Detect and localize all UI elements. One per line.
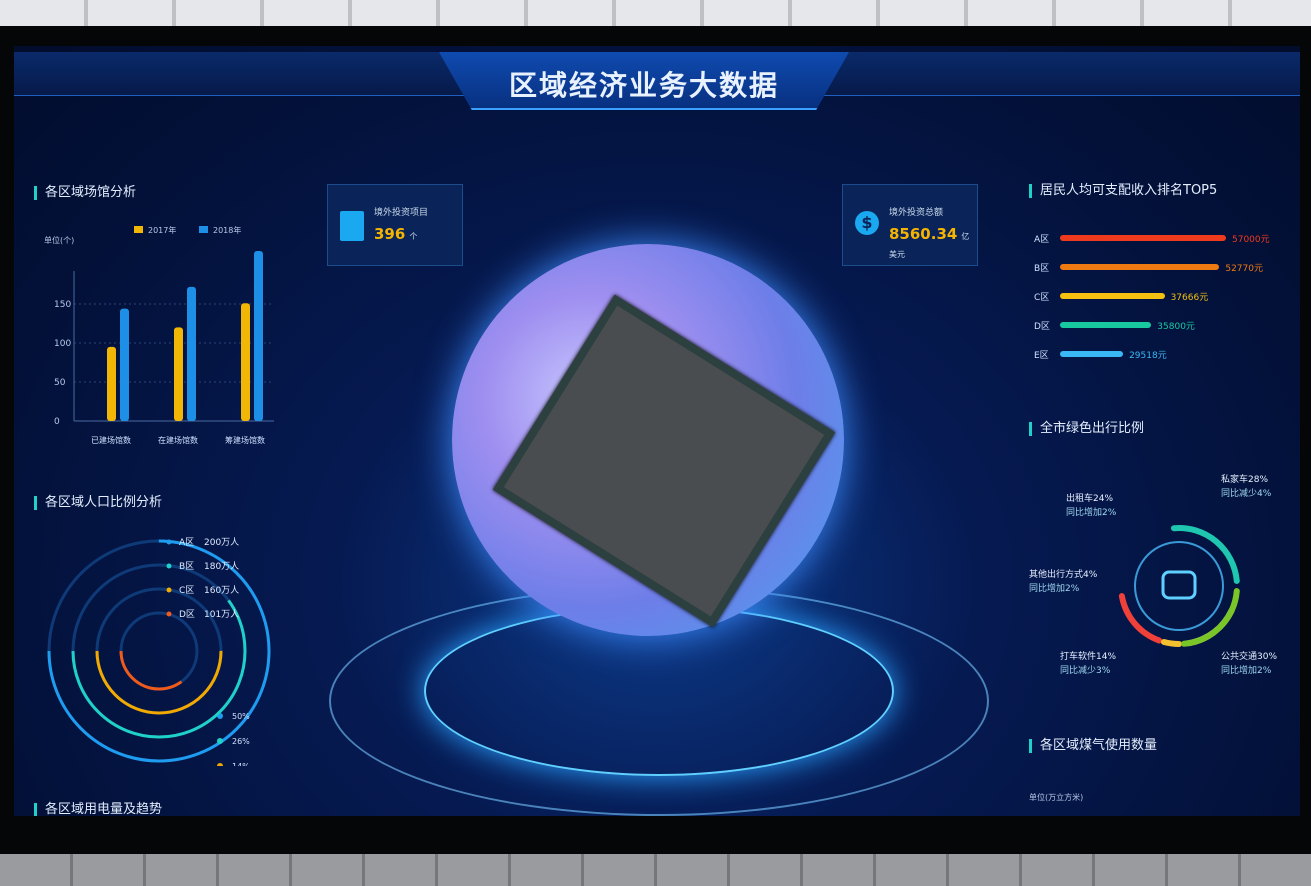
value-arc	[119, 611, 199, 691]
income-value: 52770元	[1225, 264, 1263, 274]
pct-label: 26%	[232, 737, 250, 746]
folder-list-icon	[340, 211, 364, 241]
card-label: 境外投资项目	[374, 208, 429, 218]
legend-label: 2018年	[213, 225, 241, 235]
legend-dot	[166, 587, 172, 593]
income-value: 57000元	[1232, 235, 1270, 245]
travel-item: 其他出行方式4% 同比增加2%	[1029, 570, 1098, 594]
bar	[254, 250, 263, 421]
inner-ring	[1134, 541, 1224, 631]
region-label: A区	[179, 537, 194, 548]
travel-segment	[1118, 593, 1163, 644]
income-bar	[1060, 351, 1124, 357]
income-value: 37666元	[1170, 293, 1209, 303]
y-tick-label: 150	[54, 300, 71, 310]
income-value: 35800元	[1157, 322, 1195, 332]
bar	[241, 303, 250, 421]
card-overseas-investment: $ 境外投资总额 8560.34 亿美元	[842, 184, 978, 266]
title-plate	[439, 52, 849, 110]
population-title: 各区域人口比例分析	[34, 496, 162, 510]
venues-title: 各区域场馆分析	[34, 186, 136, 200]
dashboard-screen: 区域经济业务大数据 各区域场馆分析 单位(个) 2017年 2018年 0 50 100 1…	[14, 46, 1300, 816]
income-bar	[1060, 322, 1152, 328]
page-title: 区域经济业务大数据	[508, 69, 779, 102]
income-row: A区	[1034, 235, 1050, 245]
y-tick-label: 100	[54, 339, 71, 349]
bar	[174, 327, 183, 421]
value-arc	[71, 563, 247, 739]
gas-title: 各区域煤气使用数量	[1029, 739, 1157, 753]
gas-unit: 单位(万立方米)	[1029, 793, 1084, 802]
region-label: C区	[179, 585, 194, 596]
pct-dot	[217, 763, 223, 766]
income-bar	[1060, 264, 1220, 270]
travel-title: 全市绿色出行比例	[1029, 422, 1144, 436]
income-bar	[1060, 235, 1226, 241]
bar	[120, 308, 129, 421]
income-value: 29518元	[1129, 351, 1167, 361]
region-value: 101万人	[204, 609, 239, 620]
legend-swatch	[199, 226, 208, 233]
legend-dot	[166, 539, 172, 545]
region-label: D区	[179, 609, 195, 620]
income-title: 居民人均可支配收入排名TOP5	[1029, 184, 1217, 198]
income-bar	[1060, 293, 1165, 299]
income-row: D区	[1034, 322, 1050, 332]
travel-donut-chart	[1118, 525, 1240, 647]
pct-label: 14%	[232, 762, 250, 766]
card-value: 8560.34 亿美元	[889, 225, 970, 259]
wall-tiles	[0, 0, 1311, 26]
travel-segment	[1170, 525, 1240, 584]
region-value: 160万人	[204, 585, 239, 596]
x-tick-label: 已建场馆数	[91, 435, 131, 445]
floor	[0, 854, 1311, 886]
card-overseas-projects: 境外投资项目 396 个	[327, 184, 463, 266]
dollar-icon: $	[855, 211, 879, 235]
bar	[107, 346, 116, 421]
bar	[187, 286, 196, 421]
region-value: 200万人	[204, 537, 239, 548]
region-value: 180万人	[204, 561, 239, 572]
income-row: B区	[1034, 264, 1050, 274]
y-axis-label: 单位(个)	[44, 235, 74, 245]
y-tick-label: 50	[54, 378, 66, 388]
card-label: 境外投资总额	[889, 208, 944, 218]
travel-item: 私家车28% 同比减少4%	[1221, 475, 1272, 499]
car-icon	[1161, 570, 1197, 600]
card-value: 396 个	[374, 225, 418, 243]
pct-label: 50%	[232, 712, 250, 721]
legend-label: 2017年	[148, 225, 176, 235]
venues-bar-chart: 单位(个) 2017年 2018年 0 50 100 150 已建场馆数 在建场馆数 筹建场馆数	[44, 225, 274, 445]
travel-item: 公共交通30% 同比增加2%	[1221, 652, 1278, 676]
travel-item: 出租车24% 同比增加2%	[1066, 494, 1117, 518]
x-tick-label: 筹建场馆数	[225, 435, 265, 445]
pct-dot	[217, 738, 223, 744]
income-row: C区	[1034, 293, 1050, 303]
legend-dot	[166, 611, 172, 617]
region-label: B区	[179, 561, 194, 572]
value-arc	[95, 587, 223, 715]
legend-dot	[166, 563, 172, 569]
income-row: E区	[1034, 351, 1049, 361]
travel-segment	[1160, 639, 1182, 647]
value-arc	[47, 539, 271, 763]
x-tick-label: 在建场馆数	[158, 435, 198, 445]
y-tick-label: 0	[54, 417, 60, 427]
legend-swatch	[134, 226, 143, 233]
travel-item: 打车软件14% 同比减少3%	[1060, 652, 1117, 676]
electric-title: 各区域用电量及趋势	[34, 803, 162, 816]
travel-segment	[1181, 588, 1240, 647]
